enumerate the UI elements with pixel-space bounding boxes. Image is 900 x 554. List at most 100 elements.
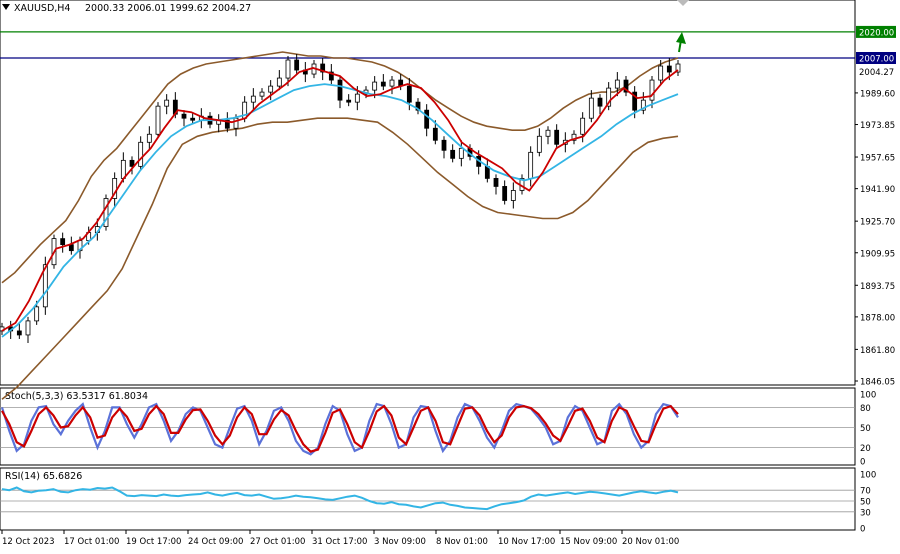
candle-body [571,133,577,141]
time-axis-label: 27 Oct 01:00 [250,537,305,547]
candle-body [424,109,430,129]
rsi-line [1,486,679,511]
time-axis-label: 17 Oct 01:00 [64,537,119,547]
price-tag-bg [856,65,896,78]
symbol-label: XAUUSD,H4 [14,3,70,14]
rsi-axis-label: 0 [860,525,865,535]
rsi-axis-label: 70 [860,487,871,497]
price-axis-label: 1957.65 [860,154,895,164]
candle-body [458,147,464,159]
candle-body [502,186,508,201]
candle-body [337,79,343,101]
price-axis-label: 1973.85 [860,121,895,131]
ma-slow-line [1,83,679,338]
stoch-header-label: Stoch(5,3,3) 63.5317 61.8034 [5,391,148,402]
price-axis-label: 2004.27 [859,68,894,78]
price-axis-label: 1941.90 [860,185,895,195]
ohlc-label: 2000.33 2006.01 1999.62 2004.27 [85,3,251,14]
time-axis-label: 10 Nov 17:00 [498,537,555,547]
rsi-layer [0,486,855,513]
candle-body [320,63,326,73]
candle-body [120,159,126,179]
price-axis-label: 1878.00 [860,313,895,323]
candle-body [42,264,48,308]
candle-body [432,127,438,141]
price-axis-label: 1893.75 [860,282,895,292]
time-axis-label: 8 Nov 01:00 [436,537,488,547]
candle-body [346,99,352,103]
candle-body [294,59,300,71]
stoch-axis-label: 100 [860,391,876,401]
candle-body [34,306,40,322]
price-axis-label: 1909.95 [860,249,895,259]
rsi-axis-label: 50 [860,498,871,508]
candle-body [545,129,551,137]
candle-body [389,79,395,87]
time-axis-label: 24 Oct 09:00 [188,537,243,547]
time-axis-label: 15 Nov 09:00 [560,537,617,547]
chart-shift-marker-icon[interactable] [677,0,689,6]
candle-body [406,85,412,103]
candle-body [268,85,274,93]
candle-body [493,178,499,187]
price-layer [0,31,855,400]
price-axis-label: 1861.80 [860,346,895,356]
candle-body [510,190,516,201]
candle-body [138,141,144,167]
candle-body [588,97,594,119]
candle-body [623,79,629,93]
candle-body [190,117,196,121]
candle-body [68,244,74,252]
candle-body [649,79,655,101]
price-axis-label: 1925.70 [860,218,895,228]
stoch-axis-label: 0 [860,458,865,468]
symbol-dropdown-icon[interactable] [2,4,10,10]
stoch-axis-label: 80 [860,404,871,414]
price-axis-label: 1989.60 [860,89,895,99]
candle-body [554,129,560,145]
candle-body [632,91,638,111]
time-axis-label: 12 Oct 2023 [2,537,55,547]
time-axis-label: 19 Oct 17:00 [126,537,181,547]
candle-body [614,79,620,89]
candle-body [606,87,612,107]
time-axis-label: 3 Nov 09:00 [374,537,426,547]
candle-body [380,81,386,87]
price-axis-label: 2007.00 [859,55,894,65]
candle-body [250,95,256,103]
candle-body [155,105,161,135]
candle-body [528,151,534,179]
candle-body [658,65,664,81]
candle-body [354,93,360,103]
candle-body [181,113,187,119]
candle-body [103,198,109,227]
candle-body [129,159,135,167]
candle-body [146,133,152,143]
stoch-layer [0,402,855,456]
price-tag-bg [856,25,896,38]
candle-body [580,117,586,135]
candle-body [328,71,334,81]
stoch-axis-label: 20 [860,444,871,454]
price-axis-label: 2020.00 [859,28,894,38]
price-tag-bg [856,52,896,64]
candle-body [164,99,170,107]
bollinger-lower-line [1,117,679,400]
candle-body [259,91,265,97]
candle-body [224,119,230,129]
time-axis-label: 20 Nov 01:00 [622,537,679,547]
time-axis-label: 31 Oct 17:00 [312,537,367,547]
axis-layer: 2020.00 2007.00 2004.27 1989.60 1973.85 1957.… [1,25,896,547]
up-arrow-icon [676,32,686,53]
candle-body [25,320,31,336]
rsi-panel-frame [0,467,856,531]
candle-body [276,77,282,87]
price-axis-label: 1846.05 [860,378,895,388]
stoch-signal-line [1,404,679,453]
candle-body [60,238,66,246]
candle-body [536,135,542,153]
candle-body [450,149,456,159]
candle-body [675,63,681,73]
candle-body [16,330,22,336]
